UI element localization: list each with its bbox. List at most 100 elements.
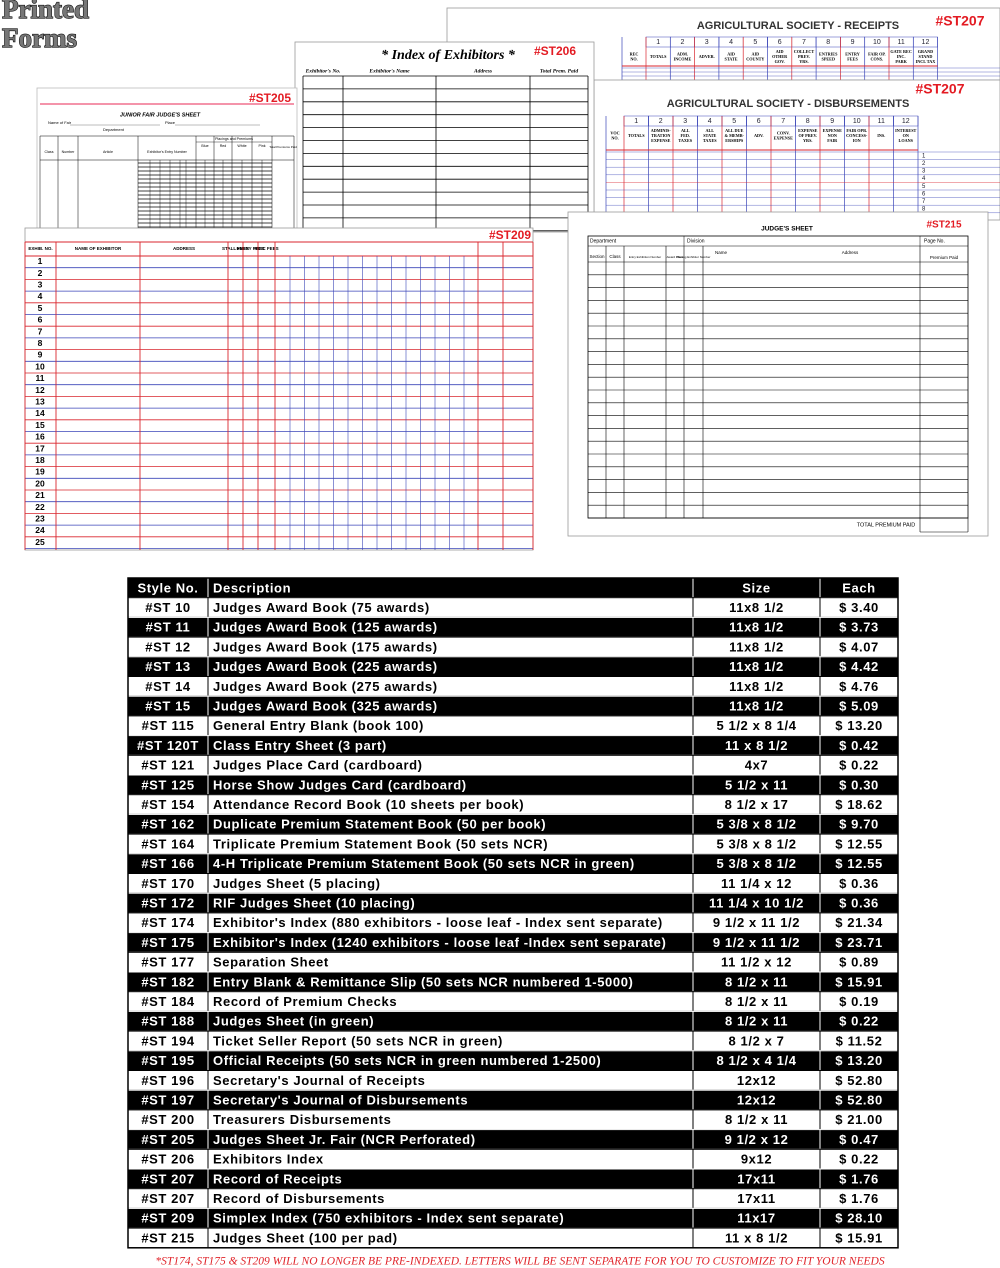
table-cell: Official Receipts (50 sets NCR in green … <box>213 1053 601 1068</box>
table-cell: #ST 162 <box>141 817 194 832</box>
row-number: 12 <box>35 385 45 395</box>
column-number: 2 <box>659 118 663 125</box>
column-header: EXPENSE <box>823 128 843 133</box>
column-header: Section <box>589 254 605 259</box>
column-header: FEES <box>847 56 858 61</box>
table-cell: $ 0.36 <box>839 876 879 891</box>
form-title: AGRICULTURAL SOCIETY - DISBURSEMENTS <box>667 98 910 110</box>
row-number: 6 <box>38 315 43 325</box>
column-header: FED. <box>681 133 690 138</box>
column-header: ON <box>903 133 909 138</box>
table-cell: Horse Show Judges Card (cardboard) <box>213 777 467 792</box>
table-cell: 12x12 <box>737 1073 776 1088</box>
table-cell: #ST 11 <box>146 620 191 635</box>
form-label: Name of Fair <box>48 120 72 125</box>
form-title: JUDGE'S SHEET <box>761 226 813 233</box>
column-header: PARK <box>895 59 907 64</box>
table-cell: 11 1/2 x 12 <box>721 955 792 970</box>
table-cell: #ST 154 <box>141 797 195 812</box>
form-title: * Index of Exhibitors * <box>381 48 516 63</box>
table-border <box>127 577 899 1249</box>
row-number: 20 <box>35 478 45 488</box>
table-cell: Class Entry Sheet (3 part) <box>213 738 387 753</box>
column-header: TRATION <box>651 133 670 138</box>
row-number: 13 <box>35 397 45 407</box>
column-number: 12 <box>922 39 930 46</box>
column-number: 6 <box>778 39 782 46</box>
column-number: 3 <box>683 118 687 125</box>
table-cell: #ST 205 <box>141 1132 194 1147</box>
column-number: 11 <box>878 118 885 125</box>
column-header: Exhibitor's Name <box>368 68 410 74</box>
row-number: 3 <box>38 280 43 290</box>
table-cell: 9x12 <box>741 1152 772 1167</box>
table-cell: 9 1/2 x 11 1/2 <box>713 915 800 930</box>
column-number: 9 <box>851 39 855 46</box>
column-header: NO. <box>630 56 637 61</box>
column-header: INS. <box>877 133 885 138</box>
row-number: 4 <box>38 291 43 301</box>
table-cell: $ 4.07 <box>839 639 879 654</box>
column-header: & MEMB- <box>725 133 745 138</box>
table-cell: Judges Award Book (125 awards) <box>213 620 438 635</box>
column-header: Pink <box>259 144 266 148</box>
table-cell: #ST 177 <box>141 955 194 970</box>
form-code: #ST207 <box>915 81 964 97</box>
table-cell: Attendance Record Book (10 sheets per bo… <box>213 797 524 812</box>
table-cell: 11x8 1/2 <box>729 659 784 674</box>
table-cell: #ST 209 <box>141 1211 194 1226</box>
form-title: JUNIOR FAIR JUDGE'S SHEET <box>120 112 201 118</box>
table-cell: #ST 206 <box>141 1152 194 1167</box>
row-number: 1 <box>38 256 43 266</box>
column-header: STAND <box>919 54 933 59</box>
column-header: GRAND <box>918 49 933 54</box>
column-number: 7 <box>802 39 806 46</box>
table-cell: #ST 170 <box>141 876 194 891</box>
form-code: #ST215 <box>926 220 961 231</box>
table-cell: 8 1/2 x 17 <box>725 797 789 812</box>
table-cell: $ 12.55 <box>835 856 883 871</box>
box <box>294 41 595 233</box>
column-header: ION <box>853 138 861 143</box>
table-cell: #ST 10 <box>145 600 191 615</box>
form-label: Department <box>103 127 125 132</box>
table-cell: $ 18.62 <box>835 797 883 812</box>
column-header: ALL <box>705 128 714 133</box>
page-title: Forms <box>2 23 77 53</box>
column-number: 5 <box>732 118 736 125</box>
row-number: 23 <box>35 514 45 524</box>
column-number: 12 <box>902 118 910 125</box>
table-cell: $ 0.22 <box>839 758 879 773</box>
row-number: 2 <box>38 268 43 278</box>
table-cell: Judges Award Book (75 awards) <box>213 600 430 615</box>
table-cell: #ST 13 <box>145 659 191 674</box>
column-header: GATE REC <box>890 49 911 54</box>
column-header: Award Place <box>667 255 684 259</box>
row-number: 2 <box>922 161 926 167</box>
column-header: Total Premiums Paid <box>269 145 297 149</box>
table-cell: 8 1/2 x 11 <box>725 994 788 1009</box>
column-number: 10 <box>873 39 881 46</box>
footnote: *ST174, ST175 & ST209 WILL NO LONGER BE … <box>155 1256 884 1268</box>
column-header: Total Prem. Paid <box>540 68 578 74</box>
row-number: 4 <box>922 176 926 182</box>
page-title: Printed <box>2 0 89 24</box>
table-cell: #ST 207 <box>141 1171 194 1186</box>
table-cell: 17x11 <box>737 1191 775 1206</box>
table-cell: General Entry Blank (book 100) <box>213 718 424 733</box>
row-number: 9 <box>38 350 43 360</box>
column-header: Premium Paid <box>930 255 959 260</box>
table-cell: $ 0.47 <box>839 1132 879 1147</box>
column-header: FAIR OP. <box>868 51 885 56</box>
table-cell: 17x11 <box>737 1171 775 1186</box>
table-header: Size <box>742 580 770 595</box>
table-cell: $ 13.20 <box>835 718 883 733</box>
row-number: 6 <box>922 191 926 197</box>
column-header: REC <box>630 51 639 56</box>
row-number: 5 <box>922 184 926 190</box>
column-header: TOTALS <box>650 54 667 59</box>
table-cell: $ 0.22 <box>839 1014 879 1029</box>
column-number: 1 <box>634 118 638 125</box>
column-number: 6 <box>757 118 761 125</box>
column-header: Placings and Premiums <box>215 137 253 141</box>
